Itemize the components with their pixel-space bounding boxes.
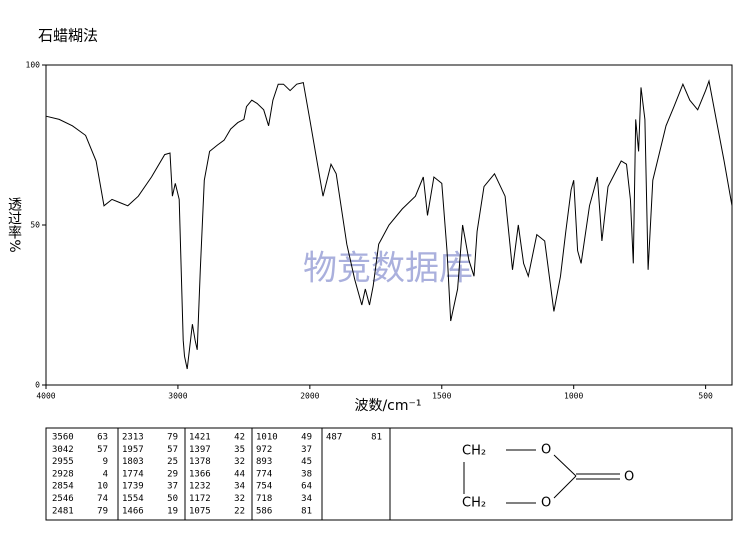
y-tick-label: 0 (35, 381, 40, 390)
x-tick-label: 3000 (168, 392, 187, 401)
x-tick-label: 1000 (564, 392, 583, 401)
peak-wavenumber: 1172 (189, 494, 211, 504)
peak-transmittance: 44 (234, 469, 245, 479)
peak-transmittance: 37 (301, 445, 312, 455)
peak-transmittance: 10 (97, 482, 108, 492)
peak-wavenumber: 718 (256, 494, 272, 504)
y-axis-label: 透过率% (6, 197, 22, 252)
peak-wavenumber: 754 (256, 482, 272, 492)
y-tick-label: 100 (26, 61, 41, 70)
peak-wavenumber: 586 (256, 506, 272, 516)
atom-label: O (541, 443, 551, 458)
peak-transmittance: 49 (301, 433, 312, 443)
peak-wavenumber: 1075 (189, 506, 211, 516)
peak-transmittance: 32 (234, 494, 245, 504)
peak-wavenumber: 1421 (189, 433, 211, 443)
atom-label: CH₂ (462, 496, 486, 511)
peak-transmittance: 22 (234, 506, 245, 516)
peak-transmittance: 32 (234, 457, 245, 467)
peak-transmittance: 9 (103, 457, 108, 467)
peak-transmittance: 64 (301, 482, 312, 492)
peak-transmittance: 35 (234, 445, 245, 455)
watermark: 物竞数据库 (303, 249, 473, 289)
table-frame (45, 427, 733, 521)
x-tick-label: 1500 (432, 392, 451, 401)
peak-transmittance: 34 (301, 494, 312, 504)
peak-wavenumber: 1010 (256, 433, 278, 443)
peak-wavenumber: 1466 (122, 506, 144, 516)
peak-wavenumber: 487 (326, 433, 342, 443)
peak-wavenumber: 972 (256, 445, 272, 455)
x-tick-label: 4000 (36, 392, 55, 401)
atom-label: CH₂ (462, 444, 486, 459)
peak-transmittance: 79 (97, 506, 108, 516)
peak-transmittance: 57 (167, 445, 178, 455)
peak-transmittance: 81 (301, 506, 312, 516)
peak-transmittance: 42 (234, 433, 245, 443)
peak-wavenumber: 2928 (52, 469, 74, 479)
x-axis-label: 波数/cm⁻¹ (354, 398, 421, 414)
peak-wavenumber: 1957 (122, 445, 144, 455)
bond (553, 454, 577, 477)
peak-wavenumber: 1378 (189, 457, 211, 467)
peak-transmittance: 38 (301, 469, 312, 479)
peak-transmittance: 81 (371, 433, 382, 443)
spectrum-line (45, 79, 733, 370)
chart-title: 石蜡糊法 (38, 27, 98, 45)
structure (463, 449, 620, 504)
bond (553, 475, 577, 499)
peak-transmittance: 34 (234, 482, 245, 492)
peak-transmittance: 37 (167, 482, 178, 492)
y-tick-label: 50 (30, 221, 40, 230)
peak-wavenumber: 774 (256, 469, 272, 479)
peak-transmittance: 50 (167, 494, 178, 504)
peak-transmittance: 25 (167, 457, 178, 467)
peak-wavenumber: 1739 (122, 482, 144, 492)
peak-transmittance: 79 (167, 433, 178, 443)
peak-wavenumber: 1397 (189, 445, 211, 455)
peak-wavenumber: 1803 (122, 457, 144, 467)
peak-wavenumber: 3560 (52, 433, 74, 443)
peak-transmittance: 29 (167, 469, 178, 479)
peak-wavenumber: 2854 (52, 482, 74, 492)
peak-wavenumber: 1774 (122, 469, 144, 479)
peak-wavenumber: 2481 (52, 506, 74, 516)
peak-transmittance: 4 (103, 469, 108, 479)
peak-wavenumber: 1554 (122, 494, 144, 504)
peak-wavenumber: 893 (256, 457, 272, 467)
peak-wavenumber: 1232 (189, 482, 211, 492)
peak-transmittance: 63 (97, 433, 108, 443)
x-tick-label: 500 (698, 392, 713, 401)
peak-wavenumber: 2955 (52, 457, 74, 467)
x-tick-label: 2000 (300, 392, 319, 401)
peak-wavenumber: 2313 (122, 433, 144, 443)
peak-wavenumber: 3042 (52, 445, 74, 455)
atom-label: O (624, 470, 634, 485)
atom-label: O (541, 496, 551, 511)
peak-transmittance: 45 (301, 457, 312, 467)
peak-transmittance: 19 (167, 506, 178, 516)
peak-transmittance: 57 (97, 445, 108, 455)
peak-transmittance: 74 (97, 494, 108, 504)
peak-wavenumber: 2546 (52, 494, 74, 504)
peak-wavenumber: 1366 (189, 469, 211, 479)
